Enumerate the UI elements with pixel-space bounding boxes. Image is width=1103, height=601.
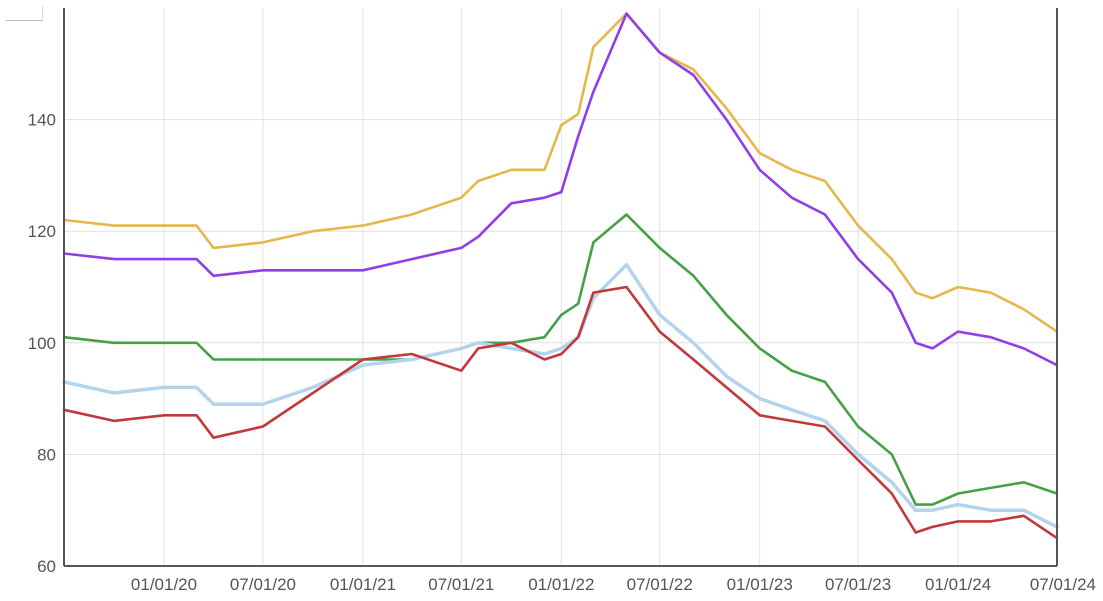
- series-line-2: [62, 12, 1059, 367]
- y-tick-label: 60: [37, 557, 56, 576]
- y-tick-label: 120: [28, 222, 56, 241]
- x-tick-label: 01/01/22: [528, 575, 594, 594]
- y-tick-labels: 60 80 100 120 140: [28, 111, 56, 576]
- x-tick-label: 07/01/23: [825, 575, 891, 594]
- grid: [64, 8, 1057, 566]
- axes: [63, 8, 1058, 567]
- x-tick-label: 01/01/24: [925, 575, 991, 594]
- y-tick-label: 140: [28, 111, 56, 130]
- corner-decoration: [6, 6, 43, 21]
- x-tick-label: 01/01/21: [330, 575, 396, 594]
- x-tick-label: 01/01/23: [727, 575, 793, 594]
- series-line-3: [62, 213, 1059, 506]
- y-tick-label: 100: [28, 334, 56, 353]
- x-tick-label: 07/01/22: [627, 575, 693, 594]
- x-tick-label: 07/01/24: [1030, 575, 1096, 594]
- x-tick-label: 07/01/21: [428, 575, 494, 594]
- series-lines: [62, 12, 1059, 540]
- series-line-1: [62, 12, 1059, 333]
- series-line-5: [62, 285, 1059, 540]
- series-line-4: [62, 262, 1059, 529]
- x-tick-label: 07/01/20: [230, 575, 296, 594]
- x-tick-labels: 01/01/20 07/01/20 01/01/21 07/01/21 01/01/22…: [131, 575, 1096, 594]
- y-tick-label: 80: [37, 445, 56, 464]
- x-tick-label: 01/01/20: [131, 575, 197, 594]
